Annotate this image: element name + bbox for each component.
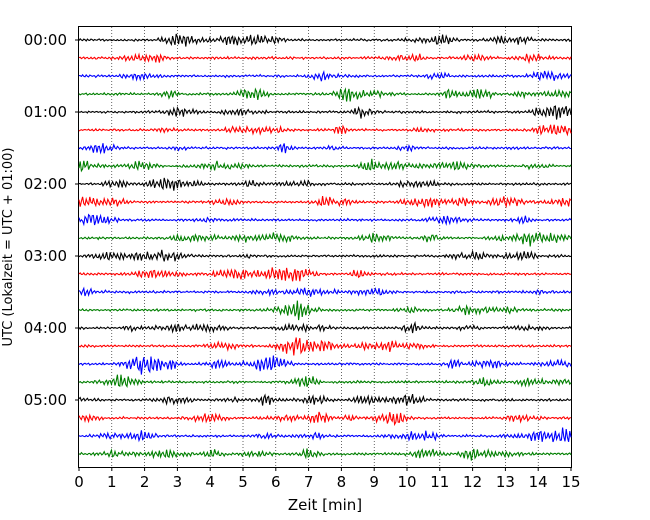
y-tick-label: 02:00 <box>24 175 67 193</box>
x-tick-label: 7 <box>304 473 314 491</box>
trace-0015 <box>78 52 572 65</box>
x-tick-label: 14 <box>529 473 548 491</box>
trace-0245 <box>78 232 572 247</box>
trace-0115 <box>78 124 572 137</box>
trace-0300 <box>78 249 572 262</box>
trace-0400 <box>78 320 572 334</box>
trace-0000 <box>78 33 572 47</box>
x-axis-ticks: 0 1 2 3 4 5 6 7 8 9 10 11 12 13 14 15 <box>74 467 581 491</box>
x-tick-label: 2 <box>140 473 150 491</box>
trace-0330 <box>78 286 572 298</box>
vertical-grid <box>111 27 539 467</box>
x-tick-label: 10 <box>397 473 416 491</box>
plot-frame <box>78 26 572 468</box>
trace-0530 <box>78 427 572 443</box>
x-tick-label: 4 <box>205 473 215 491</box>
y-tick-label: 05:00 <box>24 391 67 409</box>
trace-0500 <box>78 393 572 406</box>
x-axis-label: Zeit [min] <box>288 496 362 514</box>
seismic-traces <box>78 33 572 461</box>
y-tick-label: 01:00 <box>24 103 67 121</box>
trace-0030 <box>78 69 572 82</box>
trace-0130 <box>78 143 572 155</box>
trace-0430 <box>78 355 572 375</box>
trace-0230 <box>78 213 572 227</box>
trace-0145 <box>78 158 572 173</box>
x-tick-label: 5 <box>238 473 248 491</box>
y-tick-label: 03:00 <box>24 247 67 265</box>
trace-0215 <box>78 196 572 209</box>
trace-0045 <box>78 87 572 102</box>
trace-0200 <box>78 177 572 191</box>
x-tick-label: 11 <box>430 473 449 491</box>
x-tick-label: 1 <box>107 473 117 491</box>
x-tick-label: 12 <box>463 473 482 491</box>
x-tick-label: 13 <box>496 473 515 491</box>
x-tick-label: 6 <box>271 473 281 491</box>
trace-0315 <box>78 267 572 282</box>
y-axis-label: UTC (Lokalzeit = UTC + 01:00) <box>1 148 16 347</box>
trace-0345 <box>78 300 572 321</box>
trace-0545 <box>78 447 572 461</box>
trace-0515 <box>78 411 572 427</box>
x-tick-label: 8 <box>337 473 347 491</box>
x-tick-label: 15 <box>561 473 580 491</box>
x-tick-label: 3 <box>173 473 183 491</box>
trace-0100 <box>78 105 572 120</box>
x-tick-label: 0 <box>74 473 84 491</box>
y-tick-label: 04:00 <box>24 319 67 337</box>
x-tick-label: 9 <box>369 473 379 491</box>
y-tick-label: 00:00 <box>24 31 67 49</box>
trace-0445 <box>78 374 572 389</box>
y-axis-ticks: 00:00 01:00 02:00 03:00 04:00 05:00 <box>24 31 79 409</box>
trace-0415 <box>78 337 572 356</box>
